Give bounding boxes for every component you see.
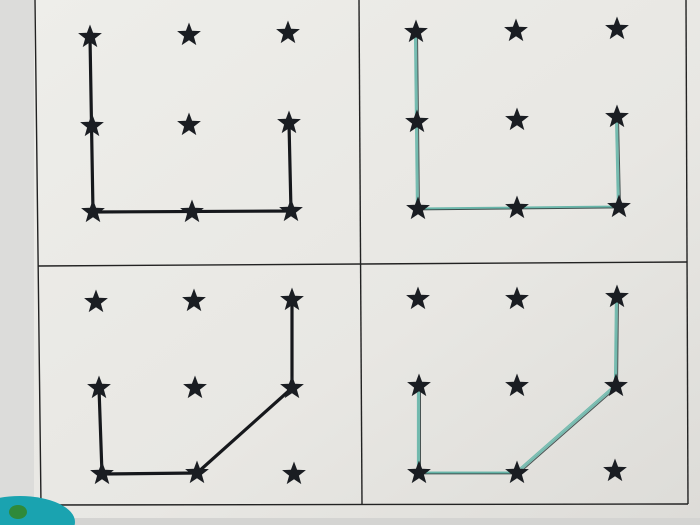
right-border (685, 0, 689, 505)
panel-trace-bottom (406, 284, 629, 484)
panel-example-top (78, 20, 303, 223)
star-icon (505, 195, 529, 219)
star-icon (603, 458, 627, 482)
star-icon (406, 286, 430, 310)
star-icon (280, 287, 304, 311)
star-icon (605, 104, 629, 128)
star-icon (407, 373, 431, 397)
star-icon (279, 198, 303, 222)
star-icon (78, 24, 102, 48)
star-icon (505, 107, 529, 131)
star-icon (605, 16, 629, 40)
star-icon (277, 110, 301, 134)
left-margin-shadow (0, 0, 34, 518)
star-icon (177, 22, 201, 46)
star-icon (607, 194, 631, 218)
star-icon (280, 375, 304, 399)
panel-example-bottom (84, 287, 306, 485)
star-icon (282, 461, 306, 485)
star-icon (407, 460, 431, 484)
star-icon (404, 19, 428, 43)
star-icon (84, 289, 108, 313)
panel-trace-top (404, 16, 631, 220)
star-icon (81, 199, 105, 223)
star-icon (505, 460, 529, 484)
star-icon (87, 375, 111, 399)
star-icon (504, 18, 528, 42)
horizontal-divider (37, 261, 688, 267)
vertical-divider (358, 0, 363, 506)
star-icon (406, 196, 430, 220)
star-icon (405, 109, 429, 133)
star-icon (505, 373, 529, 397)
star-icon (182, 288, 206, 312)
star-icon (180, 199, 204, 223)
star-icon (185, 460, 209, 484)
star-icon (80, 113, 104, 137)
star-icon (177, 112, 201, 136)
star-icon (605, 284, 629, 308)
star-icon (276, 20, 300, 44)
star-icon (90, 461, 114, 485)
star-icon (505, 286, 529, 310)
star-icon (604, 373, 628, 397)
toy-object (0, 496, 75, 525)
star-icon (183, 375, 207, 399)
